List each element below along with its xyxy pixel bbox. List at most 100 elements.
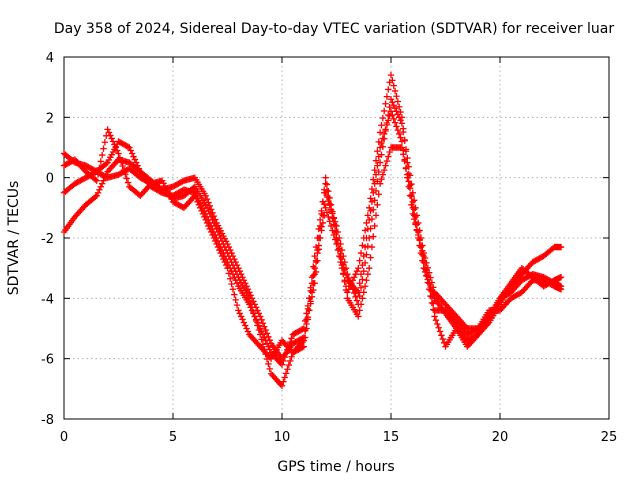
data-point-fill xyxy=(212,222,219,230)
data-point-fill xyxy=(124,143,132,150)
data-point-fill xyxy=(423,272,430,279)
data-point xyxy=(409,198,416,205)
data-point-fill xyxy=(262,326,269,334)
data-point xyxy=(333,234,340,242)
data-point xyxy=(366,204,373,212)
y-tick-label: 2 xyxy=(46,111,54,126)
data-point-fill xyxy=(318,207,325,215)
data-point xyxy=(409,210,416,218)
data-point-fill xyxy=(357,301,365,308)
data-point-fill xyxy=(323,181,331,188)
data-point-fill xyxy=(210,219,218,227)
data-point-fill xyxy=(371,222,378,230)
data-point-fill xyxy=(341,266,348,273)
data-point-fill xyxy=(98,180,106,187)
data-point-fill xyxy=(203,219,211,227)
data-point-fill xyxy=(428,299,436,307)
x-tick-label: 20 xyxy=(492,430,509,445)
data-point-fill xyxy=(417,242,425,249)
data-point-fill xyxy=(427,292,434,300)
data-point-fill xyxy=(356,280,363,287)
data-point-fill xyxy=(265,333,272,340)
data-point-fill xyxy=(310,280,317,287)
data-point xyxy=(311,264,318,272)
data-point-fill xyxy=(119,162,126,170)
data-point-fill xyxy=(359,276,366,283)
data-point-fill xyxy=(236,310,243,317)
data-point-fill xyxy=(390,82,397,89)
data-point-fill xyxy=(259,320,267,327)
data-point-fill xyxy=(383,157,391,165)
data-point-fill xyxy=(367,195,374,202)
data-point-fill xyxy=(359,295,366,302)
data-point-fill xyxy=(416,237,423,244)
data-point-fill xyxy=(415,231,422,239)
data-point-fill xyxy=(128,150,136,157)
data-point-fill xyxy=(395,103,403,110)
data-point-fill xyxy=(222,246,230,254)
data-point-fill xyxy=(108,135,115,142)
data-point-fill xyxy=(423,266,430,273)
data-point-fill xyxy=(316,216,324,224)
data-point-fill xyxy=(383,121,391,129)
data-point-fill xyxy=(406,192,414,199)
data-point xyxy=(246,295,253,302)
data-point-fill xyxy=(252,317,260,325)
data-point-fill xyxy=(218,237,226,245)
data-point-fill xyxy=(222,261,230,269)
x-tick-label: 10 xyxy=(274,430,291,445)
data-point-fill xyxy=(419,247,426,255)
data-point-fill xyxy=(100,177,107,184)
data-point xyxy=(278,382,286,390)
data-point-fill xyxy=(221,243,228,251)
data-point-fill xyxy=(385,153,392,160)
data-point-fill xyxy=(101,139,109,146)
data-point-fill xyxy=(217,234,224,242)
data-point xyxy=(202,192,209,199)
data-point xyxy=(557,243,565,251)
data-point xyxy=(213,225,220,233)
data-point-fill xyxy=(216,246,223,254)
data-point-fill xyxy=(301,326,309,334)
data-point xyxy=(355,289,362,296)
data-point-fill xyxy=(410,206,418,213)
data-point-fill xyxy=(400,147,407,154)
data-point-fill xyxy=(314,246,321,254)
data-point-fill xyxy=(286,357,294,365)
data-point-fill xyxy=(133,159,140,166)
data-point-fill xyxy=(370,233,377,240)
data-point-fill xyxy=(360,289,367,296)
data-point xyxy=(93,177,100,184)
data-point-fill xyxy=(214,228,222,236)
data-point-fill xyxy=(382,126,389,133)
data-point-fill xyxy=(325,213,332,221)
data-point-fill xyxy=(206,210,213,218)
data-point-fill xyxy=(360,252,367,260)
data-point-fill xyxy=(326,218,333,225)
data-point-fill xyxy=(330,221,337,228)
data-point-fill xyxy=(232,267,239,275)
data-point-fill xyxy=(367,254,374,261)
data-point-fill xyxy=(315,225,322,233)
data-point xyxy=(420,258,427,266)
data-point-fill xyxy=(375,153,382,160)
chart-title: Day 358 of 2024, Sidereal Day-to-day VTE… xyxy=(54,21,615,37)
x-tick-label: 25 xyxy=(601,430,618,445)
data-point-fill xyxy=(359,261,366,269)
axis-ticks: 0 5 10 15 20 25 -8 -6 -4 -2 0 2 4 xyxy=(41,51,617,445)
data-point-fill xyxy=(374,148,381,155)
data-point xyxy=(213,240,220,248)
data-point-fill xyxy=(395,114,403,121)
data-point xyxy=(398,144,406,151)
data-point-fill xyxy=(427,286,434,294)
data-point-fill xyxy=(378,139,385,147)
data-point-fill xyxy=(352,271,359,278)
data-point-fill xyxy=(370,176,377,183)
data-point xyxy=(126,144,133,151)
data-point xyxy=(202,201,209,209)
data-point-fill xyxy=(98,151,106,159)
data-point-fill xyxy=(265,360,272,368)
data-point-fill xyxy=(342,271,350,279)
data-point-fill xyxy=(194,198,201,205)
data-point-fill xyxy=(375,191,382,198)
